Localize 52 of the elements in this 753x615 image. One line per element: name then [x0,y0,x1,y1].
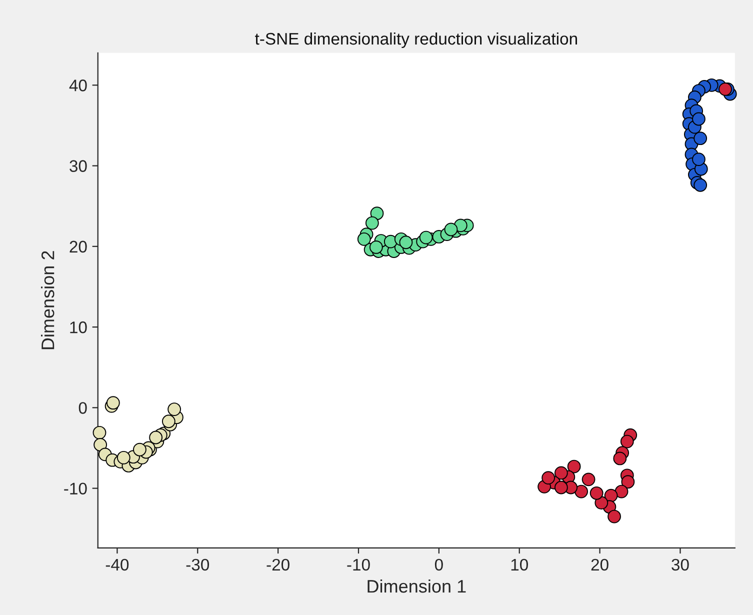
chart-title: t-SNE dimensionality reduction visualization [255,32,577,48]
point [384,234,398,248]
point [542,471,556,485]
point [620,434,634,448]
point [694,178,708,192]
point [582,472,596,486]
point [149,430,162,444]
point [168,402,181,416]
x-tick-label: -10 [347,558,370,571]
point [357,232,371,246]
y-tick-label: 0 [78,402,87,414]
point [419,230,433,244]
point [116,450,130,464]
x-tick-label: -30 [186,558,210,571]
y-tick-label: 40 [69,80,87,92]
point [614,484,628,498]
point [399,236,413,250]
y-axis-title: Dimension 2 [41,251,54,350]
point [444,222,458,236]
x-tick-label: 10 [511,558,528,571]
point [574,484,588,498]
point [613,452,627,466]
x-tick-label: 20 [591,558,608,571]
point [370,206,384,220]
point [718,82,732,96]
x-tick-label: 0 [434,558,443,571]
y-tick-label: 30 [70,160,87,172]
y-tick-label: 10 [70,321,87,334]
point [594,496,608,510]
point [621,475,635,489]
point [608,510,621,524]
point [554,466,568,480]
point [94,438,107,452]
x-tick-label: -20 [266,558,290,571]
point [590,486,604,500]
y-tick-label: 20 [70,240,87,253]
point [106,396,120,410]
x-axis-title: Dimension 1 [368,579,466,593]
point [554,480,568,494]
point [604,488,618,502]
point [162,414,176,428]
point [133,442,146,456]
point [692,152,706,166]
point [694,132,708,146]
point [92,426,106,440]
point [365,216,379,230]
point [567,460,581,474]
point [369,240,383,254]
y-tick-label: -10 [64,482,87,494]
x-tick-label: 30 [672,558,689,571]
point [692,112,706,126]
x-tick-label: -40 [106,558,129,571]
